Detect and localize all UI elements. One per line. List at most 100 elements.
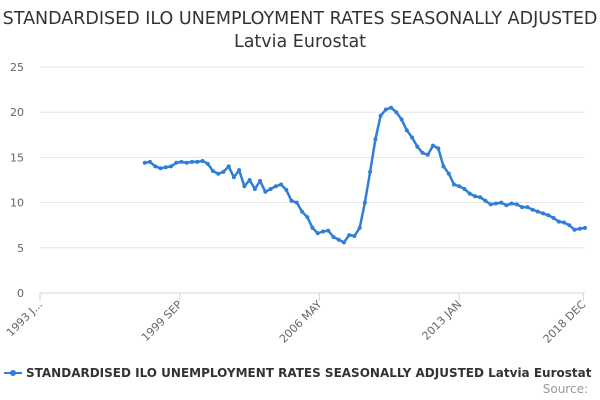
data-point[interactable] <box>226 164 231 169</box>
chart-title: STANDARDISED ILO UNEMPLOYMENT RATES SEAS… <box>2 9 598 52</box>
data-point[interactable] <box>205 161 210 166</box>
data-point[interactable] <box>305 215 310 220</box>
data-point[interactable] <box>425 152 430 157</box>
y-tick-label-10: 10 <box>10 197 24 210</box>
x-tick-label: 2018 DEC <box>541 298 589 346</box>
data-point[interactable] <box>231 175 236 180</box>
data-point[interactable] <box>556 219 561 224</box>
y-tick-label-5: 5 <box>17 242 24 255</box>
data-point[interactable] <box>247 178 252 182</box>
data-point[interactable] <box>336 237 341 242</box>
data-point[interactable] <box>169 164 173 169</box>
data-point[interactable] <box>467 191 472 196</box>
data-point[interactable] <box>321 229 325 234</box>
data-point[interactable] <box>583 225 587 230</box>
data-point[interactable] <box>493 201 498 206</box>
series-line <box>143 106 587 244</box>
data-point[interactable] <box>431 143 435 148</box>
data-point[interactable] <box>541 211 546 216</box>
legend[interactable]: STANDARDISED ILO UNEMPLOYMENT RATES SEAS… <box>4 364 600 382</box>
legend-label: STANDARDISED ILO UNEMPLOYMENT RATES SEAS… <box>26 366 592 380</box>
data-point[interactable] <box>378 113 383 118</box>
data-point[interactable] <box>153 164 158 169</box>
data-point[interactable] <box>273 184 278 189</box>
data-point[interactable] <box>284 187 289 192</box>
legend-line-marker-icon <box>4 367 22 379</box>
data-point[interactable] <box>263 189 268 194</box>
y-tick-label-15: 15 <box>10 151 24 164</box>
data-point[interactable] <box>373 137 378 142</box>
data-point[interactable] <box>551 216 556 220</box>
data-point[interactable] <box>352 234 357 238</box>
data-point[interactable] <box>394 110 399 115</box>
x-tick-label: 2006 MAY <box>277 298 325 346</box>
data-point[interactable] <box>562 220 566 225</box>
data-point[interactable] <box>163 165 168 170</box>
data-point[interactable] <box>210 169 215 173</box>
data-point[interactable] <box>216 171 221 176</box>
data-point[interactable] <box>237 168 242 173</box>
data-point[interactable] <box>331 235 336 239</box>
data-point[interactable] <box>242 184 247 189</box>
data-point[interactable] <box>572 227 577 232</box>
y-tick-label-25: 25 <box>10 61 24 74</box>
data-point[interactable] <box>399 117 404 122</box>
data-point[interactable] <box>190 159 194 164</box>
x-tick-label: 2013 JAN <box>420 298 465 343</box>
data-point[interactable] <box>357 225 362 230</box>
data-point[interactable] <box>258 178 263 183</box>
data-point[interactable] <box>488 202 493 207</box>
data-point[interactable] <box>520 205 525 210</box>
y-tick-label-0: 0 <box>17 287 24 300</box>
data-point[interactable] <box>514 202 519 207</box>
data-point[interactable] <box>341 240 346 245</box>
data-point[interactable] <box>525 205 530 210</box>
data-point[interactable] <box>268 187 273 191</box>
data-point[interactable] <box>415 144 420 149</box>
data-point[interactable] <box>546 213 551 218</box>
data-point[interactable] <box>420 150 425 155</box>
data-point[interactable] <box>148 159 152 164</box>
data-point[interactable] <box>452 182 456 187</box>
data-point[interactable] <box>179 159 184 164</box>
data-point[interactable] <box>504 203 509 208</box>
x-tick-label: 1999 SEP <box>139 298 185 344</box>
data-point[interactable] <box>383 107 388 112</box>
data-point[interactable] <box>530 207 535 212</box>
data-point[interactable] <box>195 159 200 164</box>
data-point[interactable] <box>567 223 572 228</box>
data-point[interactable] <box>279 182 284 187</box>
data-point[interactable] <box>483 198 488 203</box>
data-point[interactable] <box>310 225 315 230</box>
data-point[interactable] <box>289 198 294 203</box>
data-point[interactable] <box>368 169 373 174</box>
data-point[interactable] <box>326 228 331 233</box>
data-point[interactable] <box>200 159 205 163</box>
series-layer <box>142 105 587 245</box>
data-point[interactable] <box>446 171 451 176</box>
data-point[interactable] <box>389 105 394 110</box>
data-point[interactable] <box>457 184 462 189</box>
data-point[interactable] <box>294 200 299 205</box>
data-point[interactable] <box>478 195 483 200</box>
data-point[interactable] <box>252 187 257 191</box>
data-point[interactable] <box>174 160 179 165</box>
data-point[interactable] <box>142 160 147 165</box>
data-point[interactable] <box>577 226 582 231</box>
data-point[interactable] <box>499 200 504 205</box>
data-point[interactable] <box>509 201 514 206</box>
data-point[interactable] <box>221 169 226 174</box>
data-point[interactable] <box>404 128 409 133</box>
data-point[interactable] <box>535 209 540 214</box>
data-point[interactable] <box>362 200 367 205</box>
data-point[interactable] <box>436 146 441 151</box>
data-point[interactable] <box>184 160 189 165</box>
data-point[interactable] <box>347 233 352 238</box>
data-point[interactable] <box>473 194 477 199</box>
data-point[interactable] <box>315 231 320 236</box>
data-point[interactable] <box>410 135 415 140</box>
data-point[interactable] <box>462 187 467 191</box>
data-point[interactable] <box>158 166 163 171</box>
data-point[interactable] <box>441 164 446 169</box>
data-point[interactable] <box>300 209 304 214</box>
